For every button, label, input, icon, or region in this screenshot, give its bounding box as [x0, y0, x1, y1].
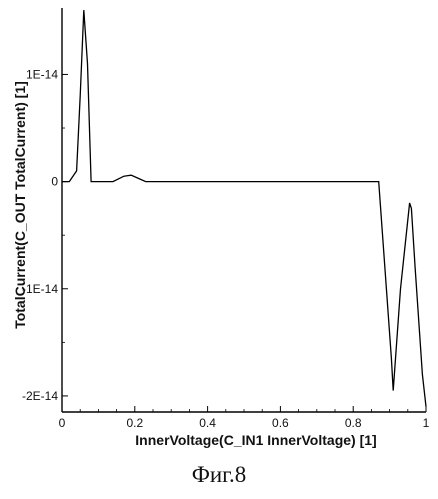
- x-tick-label: 0: [59, 416, 66, 430]
- x-tick-label: 1: [423, 416, 430, 430]
- plot-frame: [62, 8, 426, 412]
- y-tick-label: 0: [51, 175, 58, 189]
- x-tick-label: 0.4: [199, 416, 216, 430]
- x-tick-label: 0.2: [126, 416, 143, 430]
- x-axis: 0 0.2 0.4 0.6 0.8 1: [59, 406, 430, 430]
- y-tick-label: -2E-14: [22, 389, 58, 403]
- x-tick-label: 0.8: [345, 416, 362, 430]
- figure-caption: Фиг.8: [0, 462, 438, 488]
- y-tick-label: 1E-14: [26, 67, 58, 81]
- y-axis-title: TotalCurrent(C_OUT TotalCurrent) [1]: [12, 81, 28, 329]
- chart: 00.20.40.60.81 1E-140-1E-14-2E-14 InnerV…: [0, 0, 438, 460]
- series-line: [62, 10, 426, 407]
- x-tick-label: 0.6: [272, 416, 289, 430]
- y-axis: 1E-140-1E-14-2E-14: [22, 67, 68, 402]
- x-axis-title: InnerVoltage(C_IN1 InnerVoltage) [1]: [135, 432, 376, 448]
